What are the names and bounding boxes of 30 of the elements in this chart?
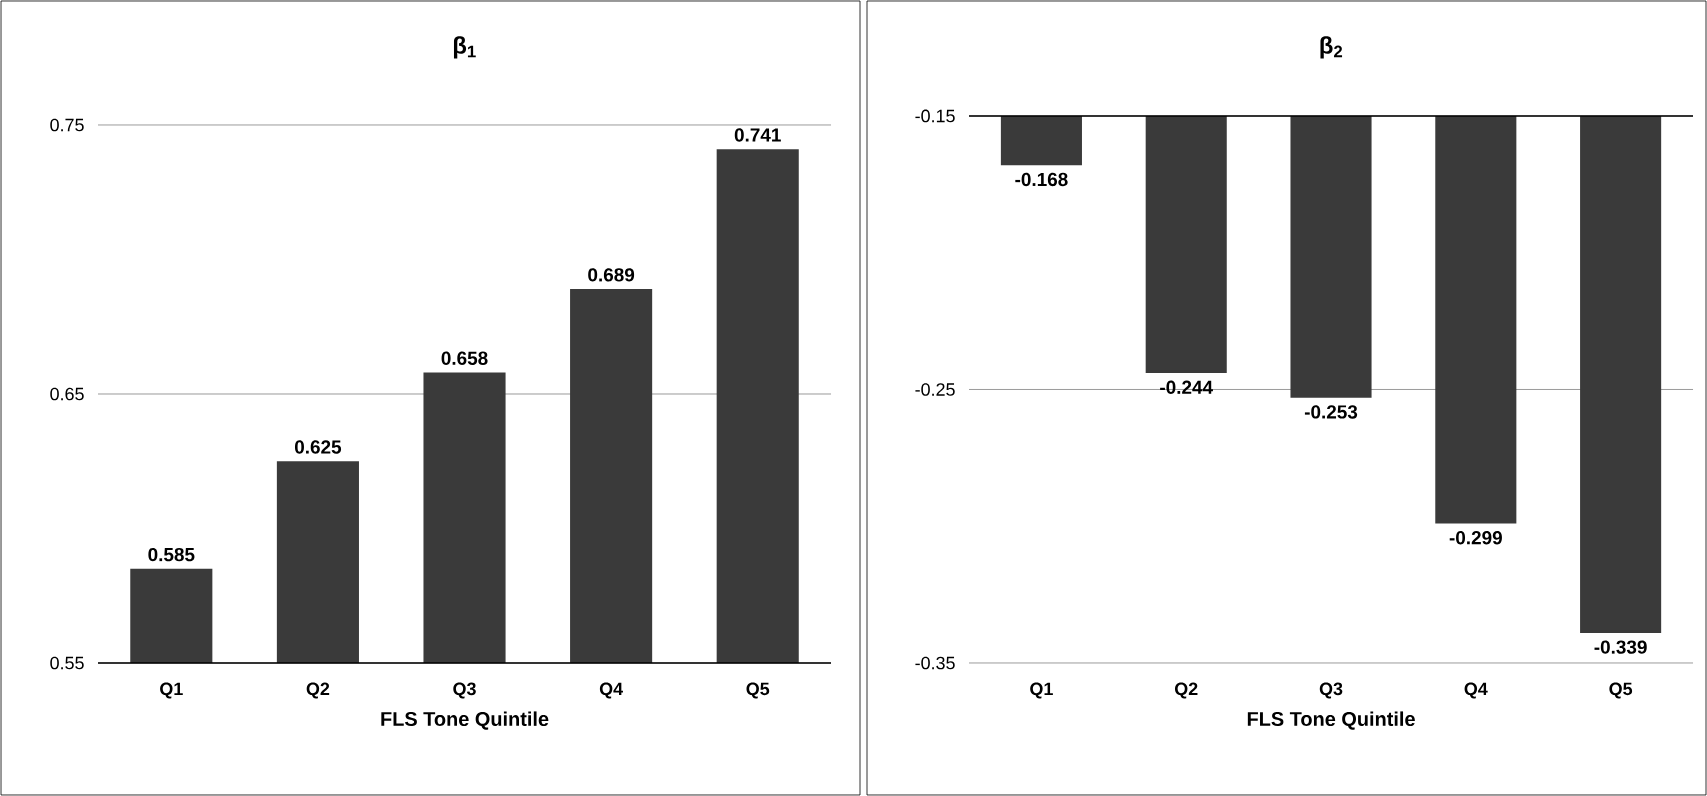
x-tick-label: Q2 <box>1174 682 1198 699</box>
data-label: -0.253 <box>1304 405 1358 419</box>
x-tick-label: Q1 <box>1030 682 1053 699</box>
y-tick-label: -0.15 <box>915 109 955 123</box>
data-label: 0.658 <box>441 351 488 365</box>
y-tick-label: -0.35 <box>915 656 955 670</box>
y-tick-label: 0.55 <box>50 656 84 670</box>
data-label: 0.625 <box>294 440 342 454</box>
data-label: -0.244 <box>1160 380 1213 394</box>
x-tick-label: Q4 <box>599 682 623 699</box>
data-label: 0.585 <box>148 547 195 562</box>
data-label: -0.299 <box>1449 531 1502 545</box>
chart-title: β$_{1}$ <box>453 36 476 59</box>
x-tick-label: Q5 <box>1609 682 1633 699</box>
x-tick-label: Q1 <box>160 682 183 699</box>
x-axis-title: FLS Tone Quintile <box>381 711 549 730</box>
y-tick-label: 0.75 <box>50 118 84 132</box>
data-label: -0.339 <box>1594 640 1647 654</box>
data-label: 0.741 <box>734 128 781 142</box>
x-tick-label: Q3 <box>1319 682 1343 699</box>
x-tick-label: Q3 <box>453 682 476 699</box>
data-label: -0.168 <box>1015 172 1068 187</box>
data-label: 0.689 <box>588 268 635 282</box>
y-tick-label: 0.65 <box>50 387 84 401</box>
x-axis-title: FLS Tone Quintile <box>1247 711 1415 730</box>
chart-title: β$_{2}$ <box>1320 36 1343 59</box>
x-tick-label: Q5 <box>746 682 770 699</box>
y-tick-label: -0.25 <box>915 383 955 396</box>
x-tick-label: Q4 <box>1464 682 1488 699</box>
x-tick-label: Q2 <box>306 682 330 699</box>
